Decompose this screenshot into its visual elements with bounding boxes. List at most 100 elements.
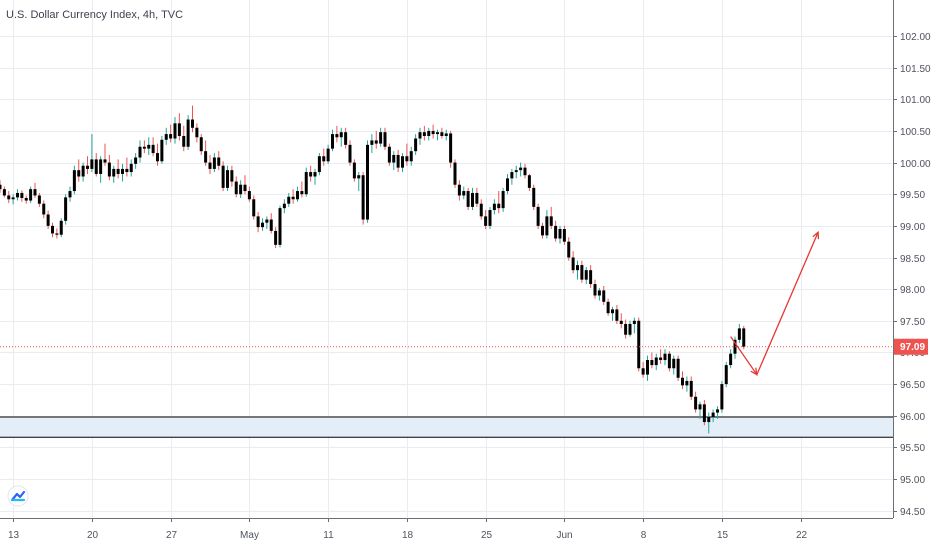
candle [29, 186, 33, 204]
candle-body [121, 168, 124, 174]
candle-body [208, 162, 212, 169]
candle [357, 172, 361, 192]
candle [453, 159, 457, 188]
candle-body [681, 377, 684, 386]
candle-body [453, 162, 457, 185]
candle-body [541, 225, 544, 236]
candle [650, 352, 654, 369]
candle-body [304, 172, 308, 195]
candle [379, 127, 383, 147]
candle-body [637, 320, 641, 369]
candle [322, 148, 326, 166]
candle-body [191, 119, 194, 128]
candle [81, 162, 85, 182]
candle [300, 181, 304, 198]
candle-body [37, 195, 41, 204]
candle [226, 165, 229, 192]
candle-body [646, 360, 649, 375]
tradingview-logo[interactable] [7, 485, 29, 507]
candle [77, 159, 81, 182]
candle-body [422, 132, 426, 136]
x-tick-label: 20 [87, 530, 99, 541]
candle [195, 123, 199, 143]
candle [199, 134, 203, 155]
candle [637, 317, 641, 372]
candle-body [615, 309, 619, 321]
x-tick-label: 8 [641, 530, 647, 541]
candle-body [90, 159, 94, 169]
candle [632, 317, 636, 334]
candle-body [606, 301, 610, 314]
candle [37, 192, 41, 207]
candle-body [296, 191, 299, 200]
candle-body [361, 175, 365, 220]
candle-body [186, 119, 190, 147]
candle [497, 191, 501, 214]
candle-body [571, 257, 575, 271]
candle-body [160, 139, 164, 162]
candle [361, 172, 365, 225]
candle-body [29, 189, 33, 201]
candle-body [523, 167, 527, 176]
candle [156, 143, 159, 166]
candle-body [116, 168, 120, 174]
candle [204, 140, 208, 166]
candle [554, 220, 558, 242]
candle [208, 154, 212, 174]
candle-body [269, 219, 273, 231]
candle [729, 349, 733, 369]
y-tick-label: 98.50 [900, 254, 925, 265]
candle-body [204, 151, 208, 163]
candle-body [475, 192, 479, 204]
candle [584, 267, 588, 285]
candle-body [112, 168, 116, 177]
candle-body [724, 365, 728, 385]
candle [392, 151, 396, 171]
candle [317, 153, 321, 176]
candle [514, 165, 518, 179]
candle-body [81, 165, 85, 177]
candle [685, 376, 689, 392]
candle [663, 349, 667, 366]
candle [252, 195, 256, 220]
candle [374, 130, 378, 149]
candle-body [667, 353, 671, 369]
candle [527, 173, 531, 192]
candle-body [414, 138, 418, 152]
candle [659, 349, 663, 364]
candle-body [151, 144, 155, 154]
candle [488, 206, 492, 230]
candle-body [59, 220, 63, 235]
candle [366, 140, 369, 223]
candle [444, 129, 448, 141]
candle [304, 167, 308, 197]
candle-body [576, 265, 579, 271]
candle [711, 409, 715, 423]
candle [431, 124, 435, 139]
candle [466, 187, 470, 211]
candle-body [672, 358, 676, 369]
candle [7, 191, 11, 204]
candle-body [532, 187, 536, 207]
x-tick-label: 13 [8, 530, 20, 541]
candle-body [488, 210, 492, 226]
candle-body [370, 140, 374, 145]
support-zone [0, 417, 893, 438]
candle-body [195, 127, 199, 138]
candle-body [545, 216, 549, 236]
candle-body [479, 203, 483, 217]
candle [138, 140, 142, 163]
candle [532, 184, 536, 211]
candle-body [156, 153, 159, 162]
candle-body [309, 172, 313, 177]
candle-body [641, 368, 645, 375]
candle [492, 199, 496, 215]
candle-body [449, 133, 453, 163]
candle [274, 227, 278, 249]
candle-body [702, 404, 706, 423]
candle [344, 127, 348, 149]
candle [99, 156, 103, 183]
candle-body [519, 167, 523, 171]
candle-body [663, 353, 667, 361]
